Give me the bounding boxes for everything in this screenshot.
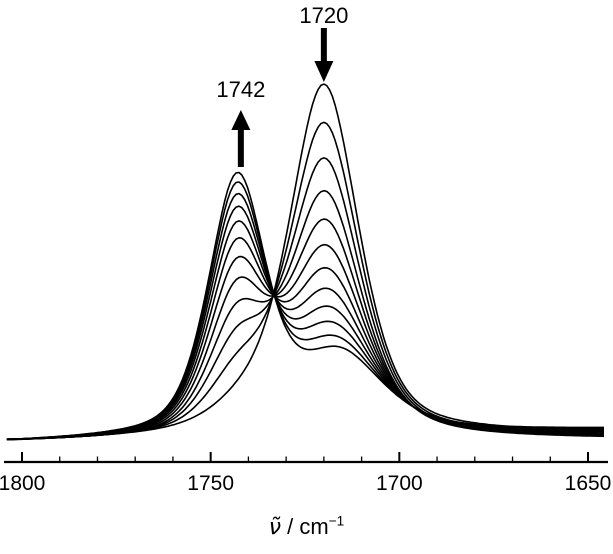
spectrum-curve [6,220,604,441]
x-axis-label-exponent: −1 [328,513,345,529]
increase-arrow-icon [231,110,251,167]
spectrum-curve [6,243,604,441]
x-tick-label: 1650 [564,472,612,495]
x-tick-label: 1750 [187,472,235,495]
spectrum-curve [6,157,605,441]
decrease-arrow-icon [314,28,334,82]
spectrum-curve [6,218,604,441]
x-axis-label-unit: / cm [281,514,329,539]
spectrum-curve [6,83,604,441]
spectrum-curve [6,171,604,440]
spectrum-curve [6,237,605,441]
x-tick-label: 1800 [0,472,46,495]
x-tick-label: 1700 [375,472,423,495]
peak-label-1720: 1720 [299,3,349,28]
spectrum-curve [6,121,604,441]
x-axis-label: ν̃ / cm−1 [0,514,613,540]
spectrum-curve [6,205,604,441]
x-axis-label-symbol: ν̃ [268,515,282,540]
peak-label-1742: 1742 [216,77,266,102]
